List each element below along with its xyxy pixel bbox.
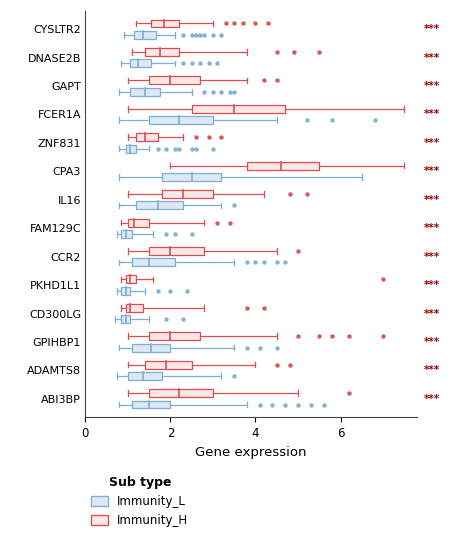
FancyBboxPatch shape bbox=[132, 258, 174, 266]
FancyBboxPatch shape bbox=[149, 77, 200, 85]
FancyBboxPatch shape bbox=[121, 287, 130, 295]
X-axis label: Gene expression: Gene expression bbox=[195, 446, 307, 458]
FancyBboxPatch shape bbox=[126, 304, 143, 312]
FancyBboxPatch shape bbox=[121, 315, 130, 323]
Text: ***: *** bbox=[423, 138, 439, 148]
FancyBboxPatch shape bbox=[130, 88, 160, 96]
FancyBboxPatch shape bbox=[145, 361, 191, 369]
Text: ***: *** bbox=[423, 280, 439, 290]
FancyBboxPatch shape bbox=[126, 276, 137, 284]
Text: ***: *** bbox=[423, 309, 439, 318]
Text: ***: *** bbox=[423, 110, 439, 119]
FancyBboxPatch shape bbox=[149, 332, 200, 340]
FancyBboxPatch shape bbox=[151, 19, 179, 27]
FancyBboxPatch shape bbox=[162, 173, 221, 181]
Text: ***: *** bbox=[423, 81, 439, 91]
FancyBboxPatch shape bbox=[191, 105, 285, 113]
FancyBboxPatch shape bbox=[130, 59, 151, 67]
Text: ***: *** bbox=[423, 365, 439, 376]
Text: ***: *** bbox=[423, 166, 439, 177]
Text: ***: *** bbox=[423, 223, 439, 233]
FancyBboxPatch shape bbox=[134, 31, 155, 39]
Text: ***: *** bbox=[423, 52, 439, 63]
FancyBboxPatch shape bbox=[132, 401, 170, 409]
Text: ***: *** bbox=[423, 394, 439, 404]
FancyBboxPatch shape bbox=[149, 116, 213, 124]
FancyBboxPatch shape bbox=[162, 190, 213, 198]
FancyBboxPatch shape bbox=[145, 48, 179, 56]
Text: ***: *** bbox=[423, 251, 439, 262]
FancyBboxPatch shape bbox=[149, 389, 213, 397]
FancyBboxPatch shape bbox=[149, 247, 204, 255]
Text: ***: *** bbox=[423, 195, 439, 205]
Text: ***: *** bbox=[423, 24, 439, 34]
Legend: Immunity_L, Immunity_H: Immunity_L, Immunity_H bbox=[91, 476, 188, 527]
FancyBboxPatch shape bbox=[128, 372, 162, 380]
FancyBboxPatch shape bbox=[126, 144, 137, 152]
Text: ***: *** bbox=[423, 337, 439, 347]
FancyBboxPatch shape bbox=[128, 219, 149, 226]
FancyBboxPatch shape bbox=[132, 343, 170, 351]
FancyBboxPatch shape bbox=[137, 133, 158, 141]
FancyBboxPatch shape bbox=[137, 202, 183, 209]
FancyBboxPatch shape bbox=[247, 162, 319, 170]
FancyBboxPatch shape bbox=[121, 230, 132, 238]
